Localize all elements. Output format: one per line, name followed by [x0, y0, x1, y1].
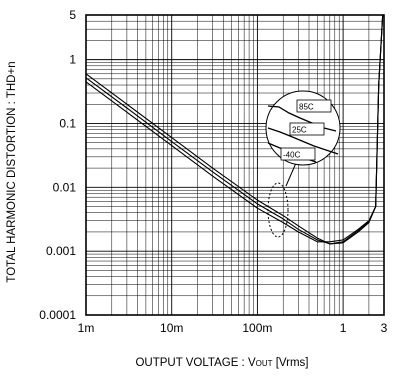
x-axis-title-unit: [Vrms]: [273, 357, 309, 369]
y-axis-title: TOTAL HARMONIC DISTORTION : THD+n: [6, 61, 18, 282]
callout-connector: [285, 162, 297, 187]
series-group: [85, 14, 384, 245]
x-tick-label: 3: [381, 321, 388, 335]
callout-box-25c: [289, 122, 325, 136]
y-tick-label: 0.1: [59, 116, 76, 130]
series-line--40c: [85, 14, 384, 243]
temperature-callout: 85C 25C -40C: [265, 90, 341, 238]
x-tick-label: 1: [340, 321, 347, 335]
plot-frame: [85, 14, 385, 316]
callout-label-85c: 85C: [299, 103, 314, 112]
y-tick-label: 0.01: [53, 180, 77, 194]
y-tick-labels: 0.0001 0.001 0.01 0.1 1 5: [39, 8, 76, 322]
x-axis-title-subscript: OUT: [256, 359, 273, 368]
x-axis-title-main: OUTPUT VOLTAGE : V: [135, 357, 255, 369]
callout-small-ellipse: [267, 182, 289, 238]
y-tick-label: 0.001: [46, 244, 76, 258]
callout-curve-25c: [267, 127, 339, 155]
x-tick-label: 10m: [160, 321, 183, 335]
grid-lines: [86, 15, 384, 315]
callout-box-40c: [280, 147, 316, 161]
callout-label-25c: 25C: [292, 126, 307, 135]
y-tick-label: 1: [69, 53, 76, 67]
y-tick-label: 5: [69, 8, 76, 22]
x-axis-title: OUTPUT VOLTAGE : VOUT [Vrms]: [135, 357, 308, 369]
y-tick-label: 0.0001: [39, 308, 76, 322]
x-tick-label: 100m: [242, 321, 272, 335]
callout-label-40c: -40C: [283, 151, 301, 160]
x-tick-labels: 1m 10m 100m 1 3: [78, 321, 388, 335]
x-tick-label: 1m: [78, 321, 95, 335]
callout-box-85c: [296, 99, 332, 113]
